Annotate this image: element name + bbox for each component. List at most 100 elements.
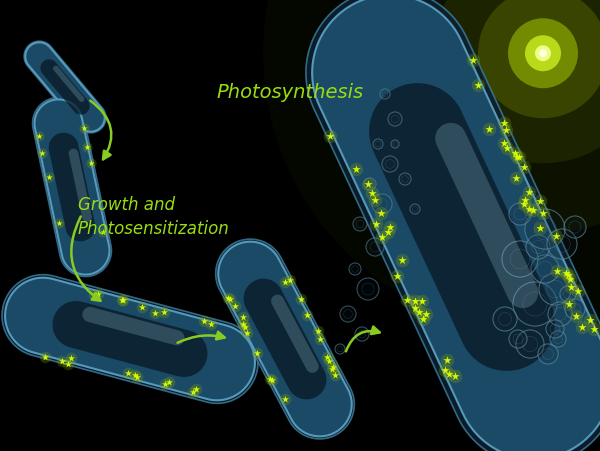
Point (98, 229, 107, 236)
Point (267, 376, 277, 383)
Point (524, 206, 534, 213)
Point (397, 257, 407, 264)
Point (223, 295, 232, 302)
Polygon shape (306, 0, 600, 451)
Point (440, 367, 449, 374)
Point (564, 300, 574, 308)
Point (524, 206, 534, 213)
Point (377, 234, 387, 241)
Point (137, 304, 147, 311)
Ellipse shape (363, 0, 600, 234)
Point (473, 83, 482, 90)
Ellipse shape (355, 327, 369, 341)
Point (363, 181, 373, 189)
Point (442, 357, 452, 364)
Point (561, 270, 571, 277)
Point (137, 304, 147, 311)
Point (535, 198, 545, 205)
Ellipse shape (349, 263, 361, 276)
Point (225, 296, 235, 303)
Point (315, 336, 325, 343)
Point (286, 277, 295, 284)
Point (451, 372, 460, 379)
Polygon shape (435, 124, 538, 308)
Point (252, 350, 262, 357)
Point (418, 315, 428, 322)
Point (502, 127, 511, 134)
Point (445, 371, 454, 378)
Point (551, 233, 561, 240)
Point (469, 57, 478, 64)
Point (230, 303, 240, 310)
Point (377, 234, 387, 241)
Point (589, 325, 599, 332)
Point (191, 386, 200, 393)
Point (267, 376, 277, 383)
Ellipse shape (565, 299, 585, 319)
Point (118, 296, 127, 304)
Point (385, 224, 395, 231)
Polygon shape (40, 60, 89, 115)
Point (585, 317, 595, 324)
Point (328, 364, 338, 371)
Ellipse shape (399, 174, 411, 186)
Point (206, 321, 216, 328)
Point (563, 272, 572, 279)
Point (123, 370, 133, 377)
Point (473, 83, 482, 90)
Point (188, 389, 198, 396)
Point (40, 354, 50, 361)
Polygon shape (218, 242, 352, 437)
Point (392, 272, 402, 280)
Ellipse shape (526, 235, 550, 259)
Ellipse shape (564, 216, 586, 239)
Point (418, 315, 428, 322)
Point (159, 308, 169, 316)
Point (82, 144, 92, 151)
Point (538, 210, 548, 217)
Point (571, 313, 581, 320)
Point (371, 221, 380, 228)
Point (199, 318, 209, 325)
Point (199, 318, 209, 325)
Ellipse shape (560, 286, 576, 302)
Point (35, 133, 44, 141)
Ellipse shape (373, 140, 383, 150)
Point (89, 292, 98, 299)
Point (499, 140, 508, 147)
Point (206, 321, 216, 328)
Point (280, 396, 290, 403)
Point (484, 127, 493, 134)
Point (519, 164, 529, 171)
Point (512, 154, 521, 161)
Ellipse shape (433, 0, 600, 164)
Point (330, 372, 340, 379)
Point (402, 296, 412, 304)
Ellipse shape (364, 179, 376, 191)
Point (383, 229, 393, 236)
Point (514, 154, 524, 161)
Point (538, 210, 548, 217)
Point (564, 300, 574, 308)
Ellipse shape (525, 36, 561, 72)
Point (302, 312, 311, 319)
Point (159, 308, 169, 316)
Point (37, 150, 47, 157)
Polygon shape (369, 84, 555, 371)
Point (385, 224, 395, 231)
Ellipse shape (508, 19, 578, 89)
Point (402, 296, 412, 304)
Point (240, 324, 250, 331)
Point (551, 233, 561, 240)
Point (536, 226, 545, 233)
Point (119, 296, 128, 304)
Point (280, 278, 290, 285)
Point (512, 154, 521, 161)
Ellipse shape (538, 344, 558, 364)
Ellipse shape (372, 194, 392, 215)
Point (58, 357, 67, 364)
Point (67, 354, 76, 362)
Point (524, 189, 533, 196)
Point (230, 303, 240, 310)
Point (552, 268, 562, 276)
